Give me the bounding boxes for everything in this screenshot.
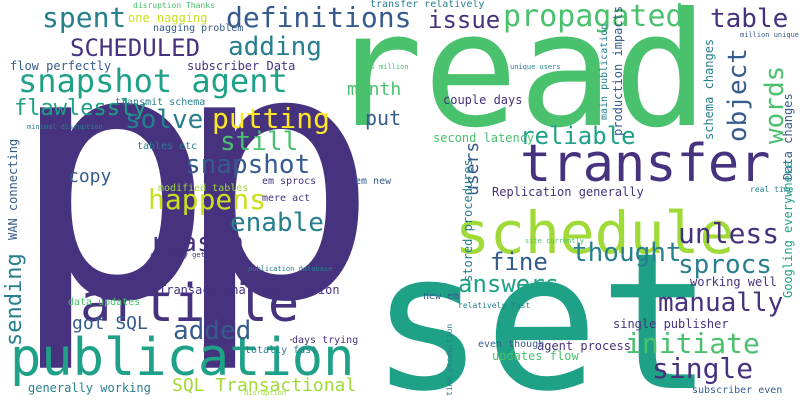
word-added: added <box>173 316 252 346</box>
word-thought: thought <box>572 238 682 268</box>
word-scheduled: SCHEDULED <box>70 34 201 62</box>
word-publication-database: publication database <box>248 265 333 273</box>
word-initiate: initiate <box>625 327 760 360</box>
word-spent: spent <box>42 1 127 34</box>
word-updates-flow: updates flow <box>492 349 579 363</box>
word-main-publication: main publication <box>599 23 610 120</box>
word-issue: issue <box>428 6 501 34</box>
word-snapshot: snapshot <box>185 150 311 180</box>
word-sprocs: sprocs <box>678 250 772 280</box>
word-fine: fine <box>490 248 548 276</box>
word-schedule: schedule <box>455 199 735 267</box>
word-relatively-fast: relatively fast <box>458 301 531 310</box>
word-reason: reason <box>150 228 244 258</box>
word-currently-gets: currently gets <box>150 251 210 259</box>
word-set: set <box>370 212 714 400</box>
word-publication: publication <box>10 328 355 388</box>
word-second-latency: second latency <box>433 131 535 145</box>
word-subscriber-even: subscriber even <box>692 385 783 396</box>
word-unless: unless <box>678 217 780 250</box>
word-still: still <box>220 127 299 157</box>
word-one-nagging: one nagging <box>128 11 208 25</box>
word-minimal-disruption: minimal disruption <box>27 123 103 131</box>
word-table: table <box>710 4 789 34</box>
word-tiny-2: · <box>288 335 295 346</box>
word-reliable: reliable <box>520 122 636 150</box>
word-manually: manually <box>658 288 784 318</box>
word-data-updates: data updates <box>68 297 141 308</box>
word-copy: copy <box>68 166 112 187</box>
word-single: single <box>652 352 754 385</box>
word-adding: adding <box>228 32 322 62</box>
word-nagging-problem: nagging problem <box>153 23 244 34</box>
word-agent-process: agent process <box>537 339 631 353</box>
word-working-well: working well <box>690 275 777 289</box>
word-flawlessly: flawlessly <box>14 96 147 121</box>
word-transfer-relatively: transfer relatively <box>370 0 485 10</box>
word-enable: enable <box>230 208 324 238</box>
word-site-currently: site currently <box>525 237 585 245</box>
word-totally-fast: totally fast <box>245 345 318 356</box>
word-sql-transactional: SQL Transactional <box>172 375 357 396</box>
word-em-sprocs: em sprocs <box>262 176 317 187</box>
word-replication-generally: Replication generally <box>492 185 644 199</box>
word-sending: sending <box>2 253 27 346</box>
word-unique-users: unique users <box>510 63 561 71</box>
word-p-large: p <box>8 0 216 378</box>
word-transmit-schema: transmit schema <box>115 97 206 108</box>
word-got-sql: got SQL <box>72 313 148 334</box>
word-mere-act: mere act <box>262 193 311 204</box>
word-em-new: em new <box>355 176 392 187</box>
word-gets-million: gets million <box>358 63 409 71</box>
word-put: put <box>365 106 402 130</box>
word-subscriber-data: subscriber Data <box>187 59 296 73</box>
word-couple-days: couple days <box>443 93 523 107</box>
word-disruption-thanks: disruption Thanks <box>133 1 215 10</box>
word-snapshot-agent: snapshot agent <box>18 62 288 100</box>
word-wan-connecting: WAN connecting <box>6 138 20 240</box>
word-production-impacts: production impacts <box>611 5 625 136</box>
word-answers: answers <box>458 270 560 298</box>
word-propagated: propagated <box>503 0 684 34</box>
word-million-unique: million unique <box>740 31 800 39</box>
word-time-production: time production <box>445 323 454 396</box>
word-generally-working: generally working <box>28 381 151 395</box>
word-article: article <box>80 274 300 334</box>
word-tiny-1: disruption <box>244 389 287 397</box>
word-month: month <box>347 79 402 100</box>
word-read: read <box>328 0 709 163</box>
word-stored-procedures: stored procedures <box>461 159 475 282</box>
word-flow-perfectly: flow perfectly <box>10 59 112 73</box>
word-transactional-replication: Transactional Replication <box>159 283 340 297</box>
word-googling-everywhere: Googling everywhere <box>781 160 795 298</box>
word-tables-etc: tables etc <box>137 141 198 152</box>
word-happens: happens <box>148 183 267 216</box>
word-object: object <box>723 48 753 142</box>
word-new-em: new em <box>423 291 460 302</box>
word-single-publisher: single publisher <box>613 317 729 331</box>
word-schema-changes: schema changes <box>702 38 716 140</box>
word-even-though: even though <box>478 339 545 350</box>
word-days-trying: days trying <box>292 335 359 346</box>
word-putting: putting <box>212 102 331 135</box>
word-solve: solve <box>125 105 204 135</box>
word-definitions: definitions <box>226 1 412 34</box>
word-p-large-2: p <box>172 0 380 378</box>
word-modified-tables: modified tables <box>158 183 249 194</box>
word-transfer: transfer <box>520 134 771 194</box>
word-real-time: real time <box>750 185 794 194</box>
